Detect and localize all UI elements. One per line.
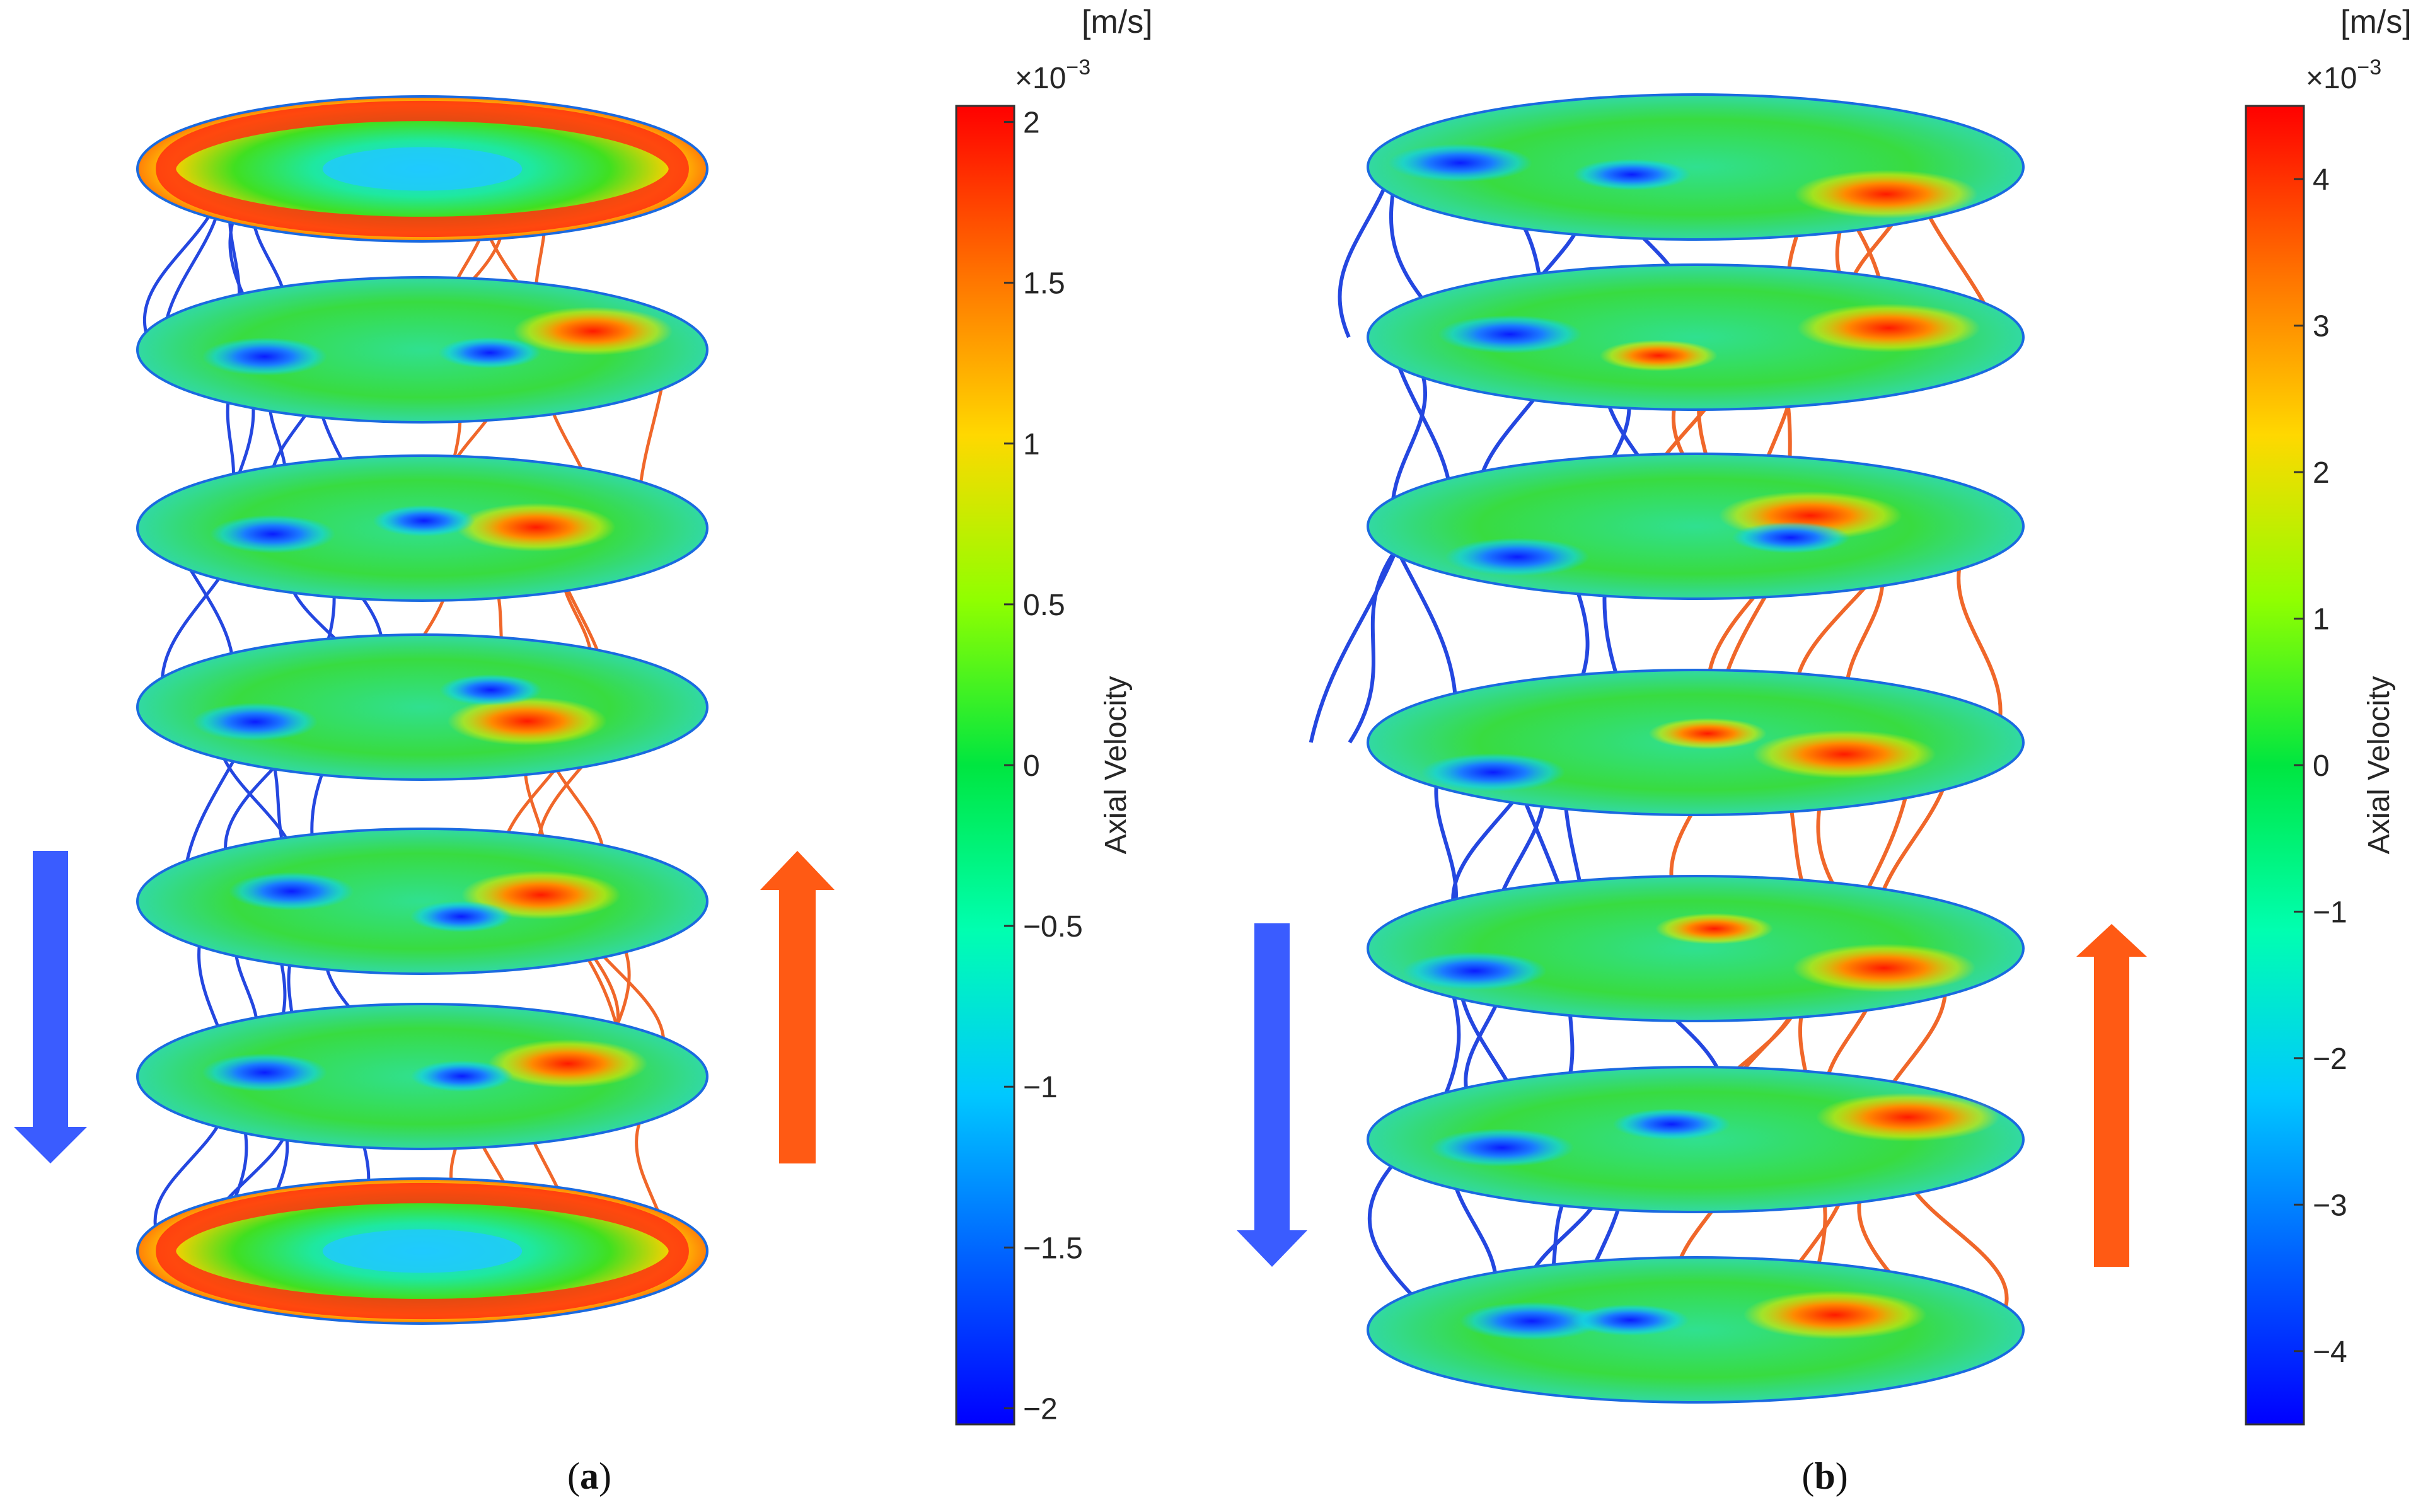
colorbar-tick-label: 0.5	[1023, 589, 1065, 622]
colorbar-tick-label: 1	[1023, 428, 1040, 461]
upflow-arrow-b	[2076, 924, 2147, 1267]
velocity-slice	[136, 1003, 708, 1150]
downflow-arrow-b	[1237, 923, 1307, 1267]
colorbar-tick-label: −4	[2313, 1336, 2347, 1369]
velocity-slice	[1367, 1256, 2025, 1404]
velocity-slice	[1367, 93, 2025, 241]
downflow-streamline	[1309, 525, 1408, 743]
velocity-slice	[1367, 263, 2025, 411]
colorbar-b-scale-factor: ×10−3	[2306, 55, 2381, 95]
velocity-slice	[1367, 453, 2025, 600]
colorbar-tick-label: 4	[2313, 163, 2330, 197]
colorbar-b-ticks: 4 3 2 1 0 −1 −2 −3 −4	[2294, 163, 2347, 1369]
downflow-streamline	[1338, 166, 1395, 338]
velocity-slice	[136, 276, 708, 424]
colorbar-tick-label: −1	[2313, 896, 2347, 929]
colorbar-a-units: [m/s]	[1082, 4, 1153, 40]
caption-a: (a)	[567, 1455, 611, 1497]
colorbar-tick-label: −3	[2313, 1189, 2347, 1222]
velocity-slice	[136, 1177, 708, 1325]
colorbar-a-label: Axial Velocity	[1099, 676, 1133, 855]
downflow-arrow-a	[14, 851, 87, 1163]
colorbar-a: 2 1.5 1 0.5 0 −0.5 −1 −1.5 −2 [m/s] ×10−3 Axial …	[955, 4, 1153, 1426]
velocity-slice	[136, 828, 708, 975]
panel-a	[136, 95, 708, 1325]
velocity-slice	[136, 95, 708, 243]
velocity-slice	[1367, 1066, 2025, 1213]
colorbar-tick-label: 2	[2313, 456, 2330, 490]
colorbar-tick-label: 0	[2313, 749, 2330, 783]
velocity-slice	[1367, 875, 2025, 1022]
colorbar-tick-label: −1.5	[1023, 1232, 1083, 1265]
velocity-slice	[136, 633, 708, 781]
colorbar-tick-label: 3	[2313, 310, 2330, 343]
colorbar-tick-label: 0	[1023, 749, 1040, 783]
upflow-arrow-a	[760, 851, 835, 1163]
colorbar-tick-label: 1.5	[1023, 267, 1065, 301]
velocity-slice	[1367, 669, 2025, 816]
colorbar-b-units: [m/s]	[2340, 4, 2412, 40]
colorbar-tick-label: −2	[2313, 1042, 2347, 1076]
colorbar-tick-label: −0.5	[1023, 910, 1083, 944]
velocity-slice	[136, 454, 708, 602]
colorbar-a-ticks: 2 1.5 1 0.5 0 −0.5 −1 −1.5 −2	[1004, 107, 1083, 1426]
colorbar-tick-label: 1	[2313, 603, 2330, 637]
colorbar-tick-label: −1	[1023, 1071, 1058, 1104]
colorbar-a-scale-factor: ×10−3	[1015, 55, 1090, 95]
colorbar-b-label: Axial Velocity	[2362, 676, 2396, 855]
panel-b	[1309, 93, 2025, 1404]
caption-b: (b)	[1801, 1455, 1848, 1497]
downflow-streamline	[1348, 524, 1417, 744]
colorbar-b: 4 3 2 1 0 −1 −2 −3 −4 [m/s] ×10−3 Axial Velocity	[2245, 4, 2412, 1426]
colorbar-tick-label: −2	[1023, 1392, 1058, 1426]
colorbar-tick-label: 2	[1023, 107, 1040, 140]
